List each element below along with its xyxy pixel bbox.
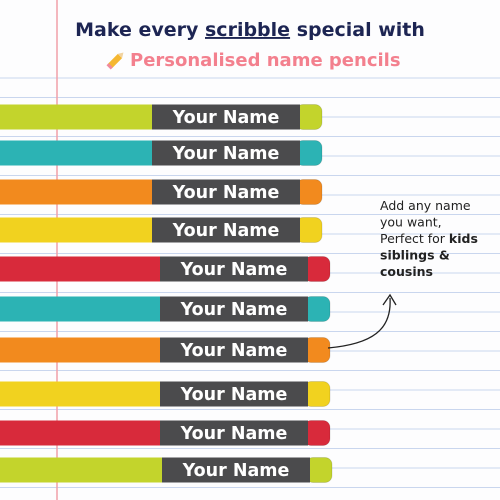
pencil-icon [106,52,124,70]
name-label [160,256,308,282]
arrow [327,297,391,349]
annotation-text: Perfect for [380,231,449,246]
title-emphasis: scribble [205,19,290,41]
title-part: special with [297,19,425,41]
annotation: Add any name you want, Perfect for kids sib… [380,198,478,279]
name-label [152,104,300,130]
name-text: Your Name [180,385,288,405]
name-text: Your Name [180,341,288,361]
name-label [160,381,308,407]
name-label [152,140,300,166]
name-text: Your Name [172,144,280,164]
name-text: Your Name [172,108,280,128]
name-text: Your Name [180,300,288,320]
annotation-text: you want, [380,214,442,229]
name-text: Your Name [172,221,280,241]
arrow-head [382,293,397,306]
name-text: Your Name [180,424,288,444]
name-label [162,457,310,483]
annotation-text: kids [449,231,478,246]
name-label [160,296,308,322]
annotation-text: Add any name [380,198,471,213]
title-part: Make every [75,19,199,41]
annotation-text: cousins [380,264,433,279]
name-text: Your Name [172,183,280,203]
pencils: Your Name Your Name Your Name Your Name Your… [0,104,333,483]
name-label [152,179,300,205]
subtitle: Personalised name pencils [130,50,401,71]
annotation-text: siblings & [380,247,450,262]
name-text: Your Name [182,461,290,481]
name-text: Your Name [180,260,288,280]
title: Make every scribble special with [75,19,425,41]
name-label [160,337,308,363]
name-label [160,420,308,446]
name-label [152,217,300,243]
